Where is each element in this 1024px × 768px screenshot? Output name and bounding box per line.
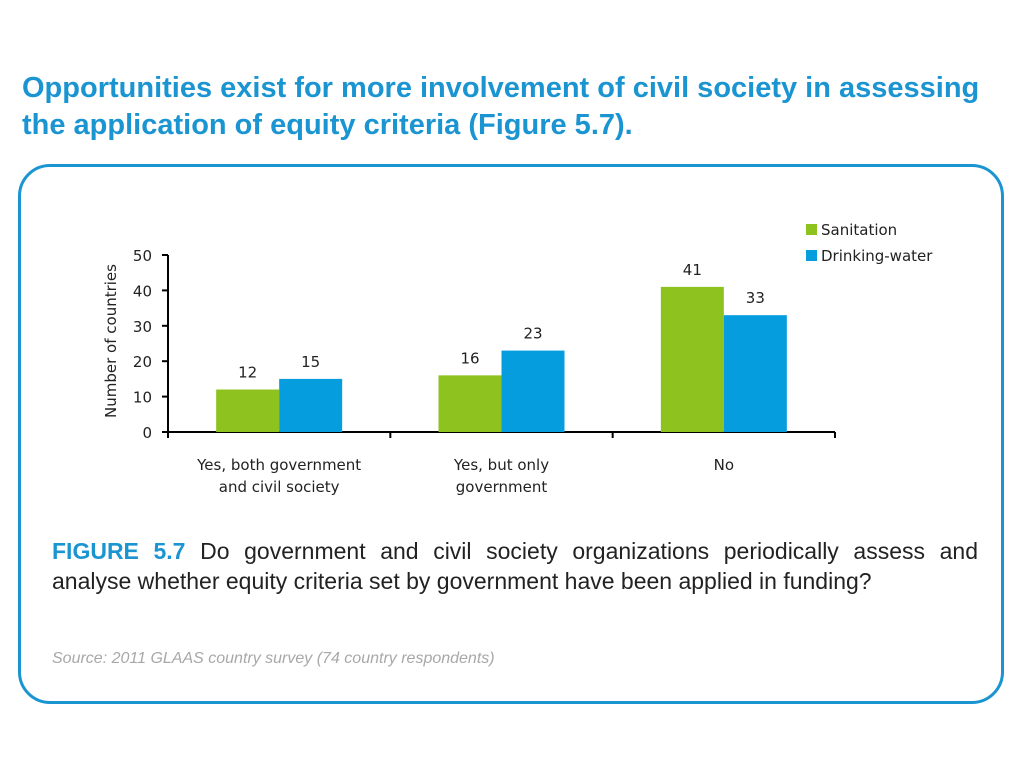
data-label: 23	[523, 325, 542, 343]
bar	[438, 375, 502, 432]
legend-label: Sanitation	[821, 221, 897, 239]
y-tick-label: 20	[133, 353, 152, 371]
category-label: Yes, both government	[196, 456, 361, 474]
bar	[660, 286, 724, 432]
legend-swatch	[806, 224, 817, 235]
legend-swatch	[806, 250, 817, 261]
y-tick-label: 40	[133, 282, 152, 300]
category-label: No	[714, 456, 734, 474]
data-label: 33	[746, 289, 765, 307]
y-tick-label: 50	[133, 247, 152, 265]
category-label: Yes, but only	[453, 456, 549, 474]
y-tick-label: 0	[142, 424, 152, 442]
data-label: 15	[301, 353, 320, 371]
data-label: 41	[683, 261, 702, 279]
data-label: 16	[460, 349, 479, 367]
figure-caption-text: Do government and civil society organiza…	[52, 538, 978, 594]
category-label: government	[456, 478, 548, 496]
bar	[723, 315, 787, 432]
category-label: and civil society	[219, 478, 340, 496]
y-tick-label: 30	[133, 318, 152, 336]
legend-label: Drinking-water	[821, 247, 933, 265]
figure-panel	[18, 164, 1004, 704]
slide-headline: Opportunities exist for more involvement…	[22, 72, 980, 141]
data-label: 12	[238, 364, 257, 382]
y-axis-title: Number of countries	[102, 264, 120, 418]
source-note: Source: 2011 GLAAS country survey (74 co…	[52, 650, 495, 667]
figure-label: FIGURE 5.7	[52, 538, 186, 564]
y-tick-label: 10	[133, 389, 152, 407]
bar	[216, 389, 280, 432]
figure-caption: FIGURE 5.7 Do government and civil socie…	[52, 536, 978, 596]
bar	[501, 350, 565, 432]
bar	[279, 378, 343, 432]
